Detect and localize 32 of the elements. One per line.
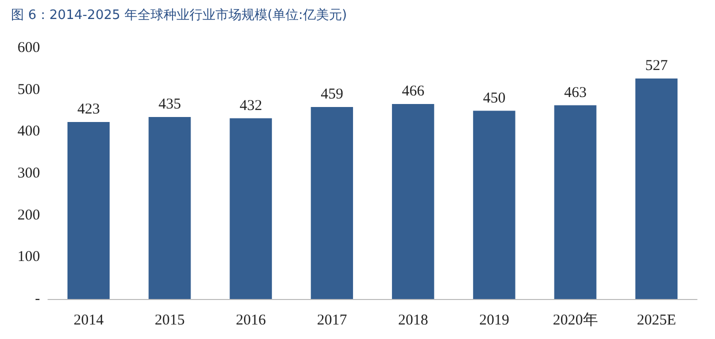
y-tick-label: 500 xyxy=(18,82,40,98)
data-label: 466 xyxy=(402,84,425,100)
data-label: 435 xyxy=(158,96,181,113)
x-tick-label: 2018 xyxy=(398,312,428,328)
y-tick-label: - xyxy=(35,291,40,307)
data-label: 459 xyxy=(320,86,344,102)
bar xyxy=(67,122,110,299)
chart-title: 图 6：2014-2025 年全球种业行业市场规模(单位:亿美元) xyxy=(11,7,347,23)
data-label: 432 xyxy=(240,98,262,114)
y-tick-label: 200 xyxy=(18,207,40,224)
x-tick-label: 2025E xyxy=(636,312,676,328)
bar xyxy=(392,104,434,299)
data-label: 527 xyxy=(645,58,668,74)
bar xyxy=(635,78,678,299)
y-tick-label: 600 xyxy=(18,40,40,56)
bar xyxy=(230,118,272,299)
bar xyxy=(148,117,191,299)
data-label: 463 xyxy=(564,84,587,101)
x-tick-label: 2015 xyxy=(154,312,185,328)
bar xyxy=(473,110,516,299)
bar xyxy=(554,105,596,299)
x-tick-label: 2017 xyxy=(316,312,348,328)
y-tick-label: 100 xyxy=(18,249,40,266)
x-tick-label: 2020年 xyxy=(552,312,598,328)
bar xyxy=(310,106,354,299)
x-tick-label: 2019 xyxy=(479,312,510,328)
data-label: 423 xyxy=(77,102,100,118)
y-tick-label: 300 xyxy=(18,166,40,182)
data-label: 450 xyxy=(482,90,506,106)
x-tick-label: 2014 xyxy=(74,312,104,328)
x-tick-label: 2016 xyxy=(236,312,266,328)
y-tick-label: 400 xyxy=(18,124,40,140)
